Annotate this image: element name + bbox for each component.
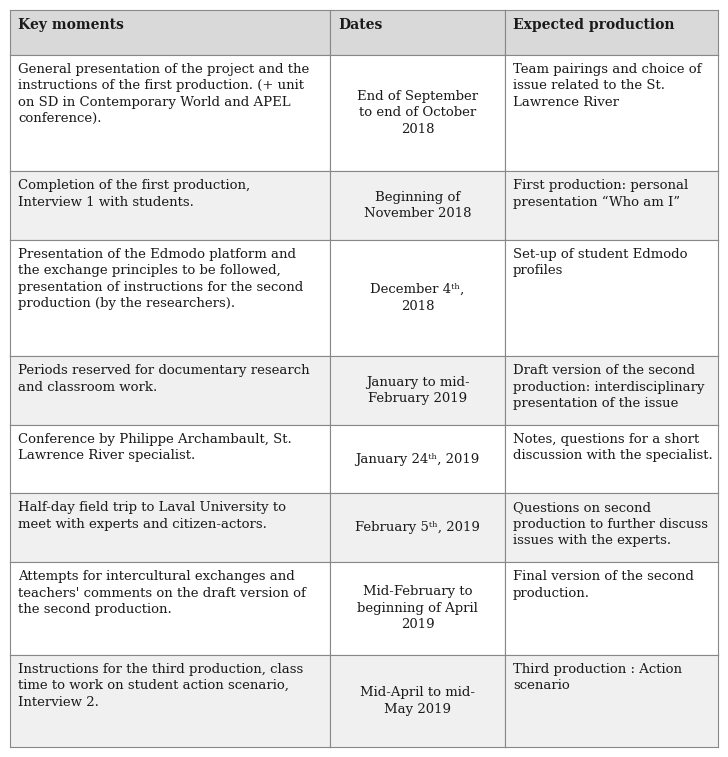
- Text: Beginning of
November 2018: Beginning of November 2018: [364, 191, 471, 220]
- Text: Team pairings and choice of
issue related to the St.
Lawrence River: Team pairings and choice of issue relate…: [513, 63, 702, 109]
- Text: January to mid-
February 2019: January to mid- February 2019: [365, 375, 470, 405]
- Text: Half-day field trip to Laval University to
meet with experts and citizen-actors.: Half-day field trip to Laval University …: [18, 501, 286, 531]
- Text: Mid-April to mid-
May 2019: Mid-April to mid- May 2019: [360, 686, 475, 715]
- Text: December 4ᵗʰ,
2018: December 4ᵗʰ, 2018: [371, 283, 464, 313]
- Text: Conference by Philippe Archambault, St.
Lawrence River specialist.: Conference by Philippe Archambault, St. …: [18, 433, 292, 463]
- Text: January 24ᵗʰ, 2019: January 24ᵗʰ, 2019: [355, 453, 480, 466]
- Text: Notes, questions for a short
discussion with the specialist.: Notes, questions for a short discussion …: [513, 433, 713, 463]
- Text: February 5ᵗʰ, 2019: February 5ᵗʰ, 2019: [355, 521, 480, 534]
- Text: Draft version of the second
production: interdisciplinary
presentation of the is: Draft version of the second production: …: [513, 364, 705, 410]
- Text: Mid-February to
beginning of April
2019: Mid-February to beginning of April 2019: [357, 585, 478, 631]
- Text: Dates: Dates: [338, 18, 382, 32]
- Text: End of September
to end of October
2018: End of September to end of October 2018: [357, 90, 478, 136]
- Text: Instructions for the third production, class
time to work on student action scen: Instructions for the third production, c…: [18, 662, 304, 709]
- Text: Final version of the second
production.: Final version of the second production.: [513, 570, 694, 600]
- Text: Key moments: Key moments: [18, 18, 124, 32]
- Text: Completion of the first production,
Interview 1 with students.: Completion of the first production, Inte…: [18, 179, 250, 209]
- Text: First production: personal
presentation “Who am I”: First production: personal presentation …: [513, 179, 688, 209]
- Text: Set-up of student Edmodo
profiles: Set-up of student Edmodo profiles: [513, 248, 687, 277]
- Text: Attempts for intercultural exchanges and
teachers' comments on the draft version: Attempts for intercultural exchanges and…: [18, 570, 306, 616]
- Text: Presentation of the Edmodo platform and
the exchange principles to be followed,
: Presentation of the Edmodo platform and …: [18, 248, 304, 310]
- Text: Periods reserved for documentary research
and classroom work.: Periods reserved for documentary researc…: [18, 364, 309, 394]
- Text: Expected production: Expected production: [513, 18, 675, 32]
- Text: General presentation of the project and the
instructions of the first production: General presentation of the project and …: [18, 63, 309, 125]
- Text: Third production : Action
scenario: Third production : Action scenario: [513, 662, 682, 692]
- Text: Questions on second
production to further discuss
issues with the experts.: Questions on second production to furthe…: [513, 501, 708, 547]
